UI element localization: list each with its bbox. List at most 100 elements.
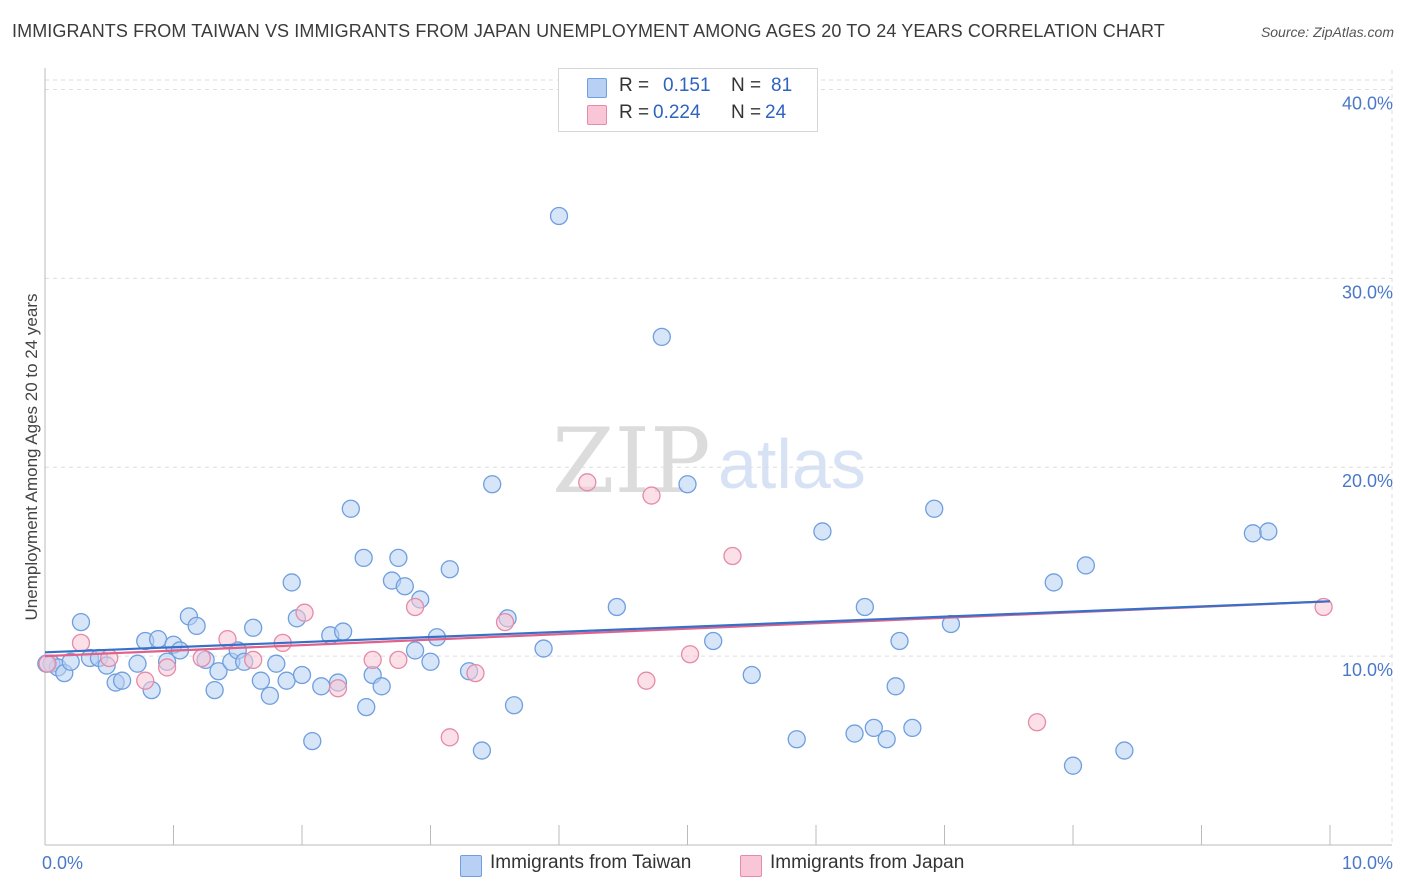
point-taiwan — [1063, 756, 1083, 775]
point-taiwan — [742, 665, 761, 685]
point-japan — [1027, 713, 1047, 732]
point-taiwan — [341, 499, 360, 518]
point-taiwan — [1044, 573, 1063, 592]
point-japan — [466, 663, 485, 683]
point-taiwan — [292, 665, 312, 685]
trendline-taiwan — [44, 600, 1331, 654]
point-taiwan — [303, 731, 322, 751]
y-axis-title: Unemployment Among Ages 20 to 24 years — [22, 294, 41, 621]
point-taiwan — [128, 654, 147, 673]
point-taiwan — [372, 677, 391, 696]
point-japan — [440, 728, 459, 747]
point-taiwan — [652, 327, 671, 347]
point-taiwan — [260, 686, 280, 705]
point-taiwan — [112, 671, 132, 690]
point-taiwan — [877, 730, 896, 749]
point-taiwan — [251, 671, 271, 690]
y-tick-label: 10.0% — [1342, 660, 1393, 680]
point-japan — [71, 633, 91, 653]
point-taiwan — [187, 616, 206, 636]
legend-swatch-taiwan — [587, 78, 607, 98]
point-taiwan — [244, 618, 263, 637]
y-tick-label: 20.0% — [1342, 471, 1393, 491]
point-japan — [495, 612, 515, 632]
point-taiwan — [925, 499, 944, 518]
point-taiwan — [395, 577, 414, 596]
point-taiwan — [890, 631, 909, 651]
point-taiwan — [205, 680, 224, 700]
point-taiwan — [864, 718, 883, 738]
tick-labels: 10.0% 20.0% 30.0% 40.0% 0.0% 10.0% — [42, 93, 1393, 873]
point-japan — [723, 546, 742, 566]
legend-n-label: N = — [731, 102, 762, 123]
point-taiwan — [1243, 524, 1263, 543]
point-japan — [578, 473, 597, 492]
legend-n-label: N = — [731, 75, 762, 96]
legend-r-value: 0.224 — [653, 102, 701, 123]
point-taiwan — [903, 718, 922, 738]
bottom-legend-swatch-japan — [740, 855, 762, 877]
point-japan — [192, 648, 211, 668]
watermark-atlas: atlas — [718, 425, 866, 503]
point-japan — [328, 679, 348, 698]
point-taiwan — [71, 612, 91, 632]
legend-swatch-japan — [587, 105, 607, 125]
legend-n-value: 24 — [765, 102, 787, 123]
legend-n-value: 81 — [771, 75, 793, 96]
point-taiwan — [549, 206, 569, 226]
point-taiwan — [209, 662, 228, 681]
point-japan — [405, 597, 425, 617]
gridlines — [45, 70, 1393, 845]
bottom-legend-label-japan: Immigrants from Japan — [770, 852, 965, 873]
source-label: Source: ZipAtlas.com — [1260, 24, 1394, 40]
point-taiwan — [855, 597, 874, 617]
point-taiwan — [267, 654, 286, 673]
point-taiwan — [389, 548, 408, 568]
point-japan — [244, 650, 263, 670]
point-taiwan — [405, 641, 425, 660]
watermark-zip: ZIP — [552, 409, 711, 514]
point-taiwan — [845, 724, 864, 743]
point-japan — [680, 645, 700, 664]
point-taiwan — [704, 631, 723, 651]
point-japan — [38, 654, 57, 673]
point-taiwan — [440, 560, 459, 579]
point-japan — [637, 671, 656, 690]
point-taiwan — [312, 677, 331, 696]
legend: R = 0.151 N = 81 R = 0.224 N = 24 — [558, 68, 818, 132]
point-taiwan — [357, 697, 376, 717]
point-taiwan — [1259, 522, 1278, 541]
legend-r-label: R = — [619, 102, 650, 123]
x-tick-label: 10.0% — [1342, 853, 1393, 873]
point-taiwan — [504, 696, 524, 715]
point-taiwan — [1076, 556, 1095, 575]
point-japan — [642, 486, 661, 505]
axes — [44, 68, 1392, 846]
y-tick-label: 40.0% — [1342, 93, 1393, 113]
point-taiwan — [61, 652, 80, 671]
point-taiwan — [282, 573, 301, 592]
bottom-legend-label-taiwan: Immigrants from Taiwan — [490, 852, 692, 873]
bottom-legend-swatch-taiwan — [460, 855, 482, 877]
point-taiwan — [333, 622, 353, 641]
point-taiwan — [678, 475, 697, 494]
x-tick-label: 0.0% — [42, 853, 83, 873]
point-taiwan — [421, 652, 440, 671]
point-taiwan — [1115, 741, 1134, 760]
point-japan — [295, 603, 314, 622]
point-japan — [363, 650, 382, 670]
y-tick-label: 30.0% — [1342, 282, 1393, 302]
chart-title: IMMIGRANTS FROM TAIWAN VS IMMIGRANTS FRO… — [12, 21, 1165, 41]
trend-lines — [44, 600, 1331, 658]
point-taiwan — [886, 677, 905, 696]
point-taiwan — [787, 730, 806, 749]
point-japan — [157, 658, 177, 677]
point-taiwan — [534, 639, 553, 658]
point-taiwan — [607, 597, 626, 617]
point-taiwan — [472, 741, 492, 760]
point-taiwan — [483, 475, 502, 494]
point-japan — [136, 671, 155, 690]
point-japan — [389, 650, 408, 670]
data-points — [37, 206, 1333, 775]
